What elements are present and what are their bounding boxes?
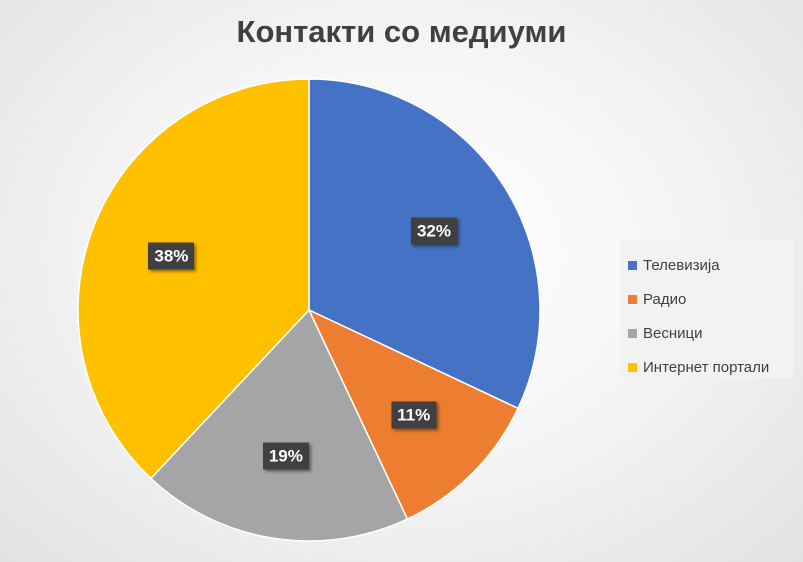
- pie-slice-vesnici: [149, 308, 409, 542]
- legend-item-radio: Радио: [628, 282, 794, 316]
- legend-label: Весници: [643, 324, 703, 342]
- data-label-internet-portali: 38%: [148, 242, 195, 270]
- legend-item-televizija: Телевизија: [628, 248, 794, 282]
- data-label-radio: 11%: [391, 401, 437, 429]
- pie-slice-internet-portali: [77, 78, 310, 480]
- legend-item-vesnici: Весници: [628, 316, 794, 350]
- chart-title: Контакти со медиуми: [236, 14, 567, 49]
- legend-label: Телевизија: [643, 256, 720, 274]
- legend-swatch: [628, 362, 637, 372]
- legend-item-internet-portali: Интернет портали: [628, 350, 794, 384]
- legend-swatch: [628, 294, 637, 304]
- legend-label: Радио: [643, 290, 687, 308]
- legend-swatch: [628, 260, 637, 270]
- data-label-vesnici: 19%: [262, 442, 309, 470]
- legend: Телевизија Радио Весници Интернет портал…: [620, 240, 794, 378]
- legend-swatch: [628, 328, 637, 338]
- data-label-televizija: 32%: [410, 217, 457, 245]
- legend-label: Интернет портали: [643, 358, 770, 376]
